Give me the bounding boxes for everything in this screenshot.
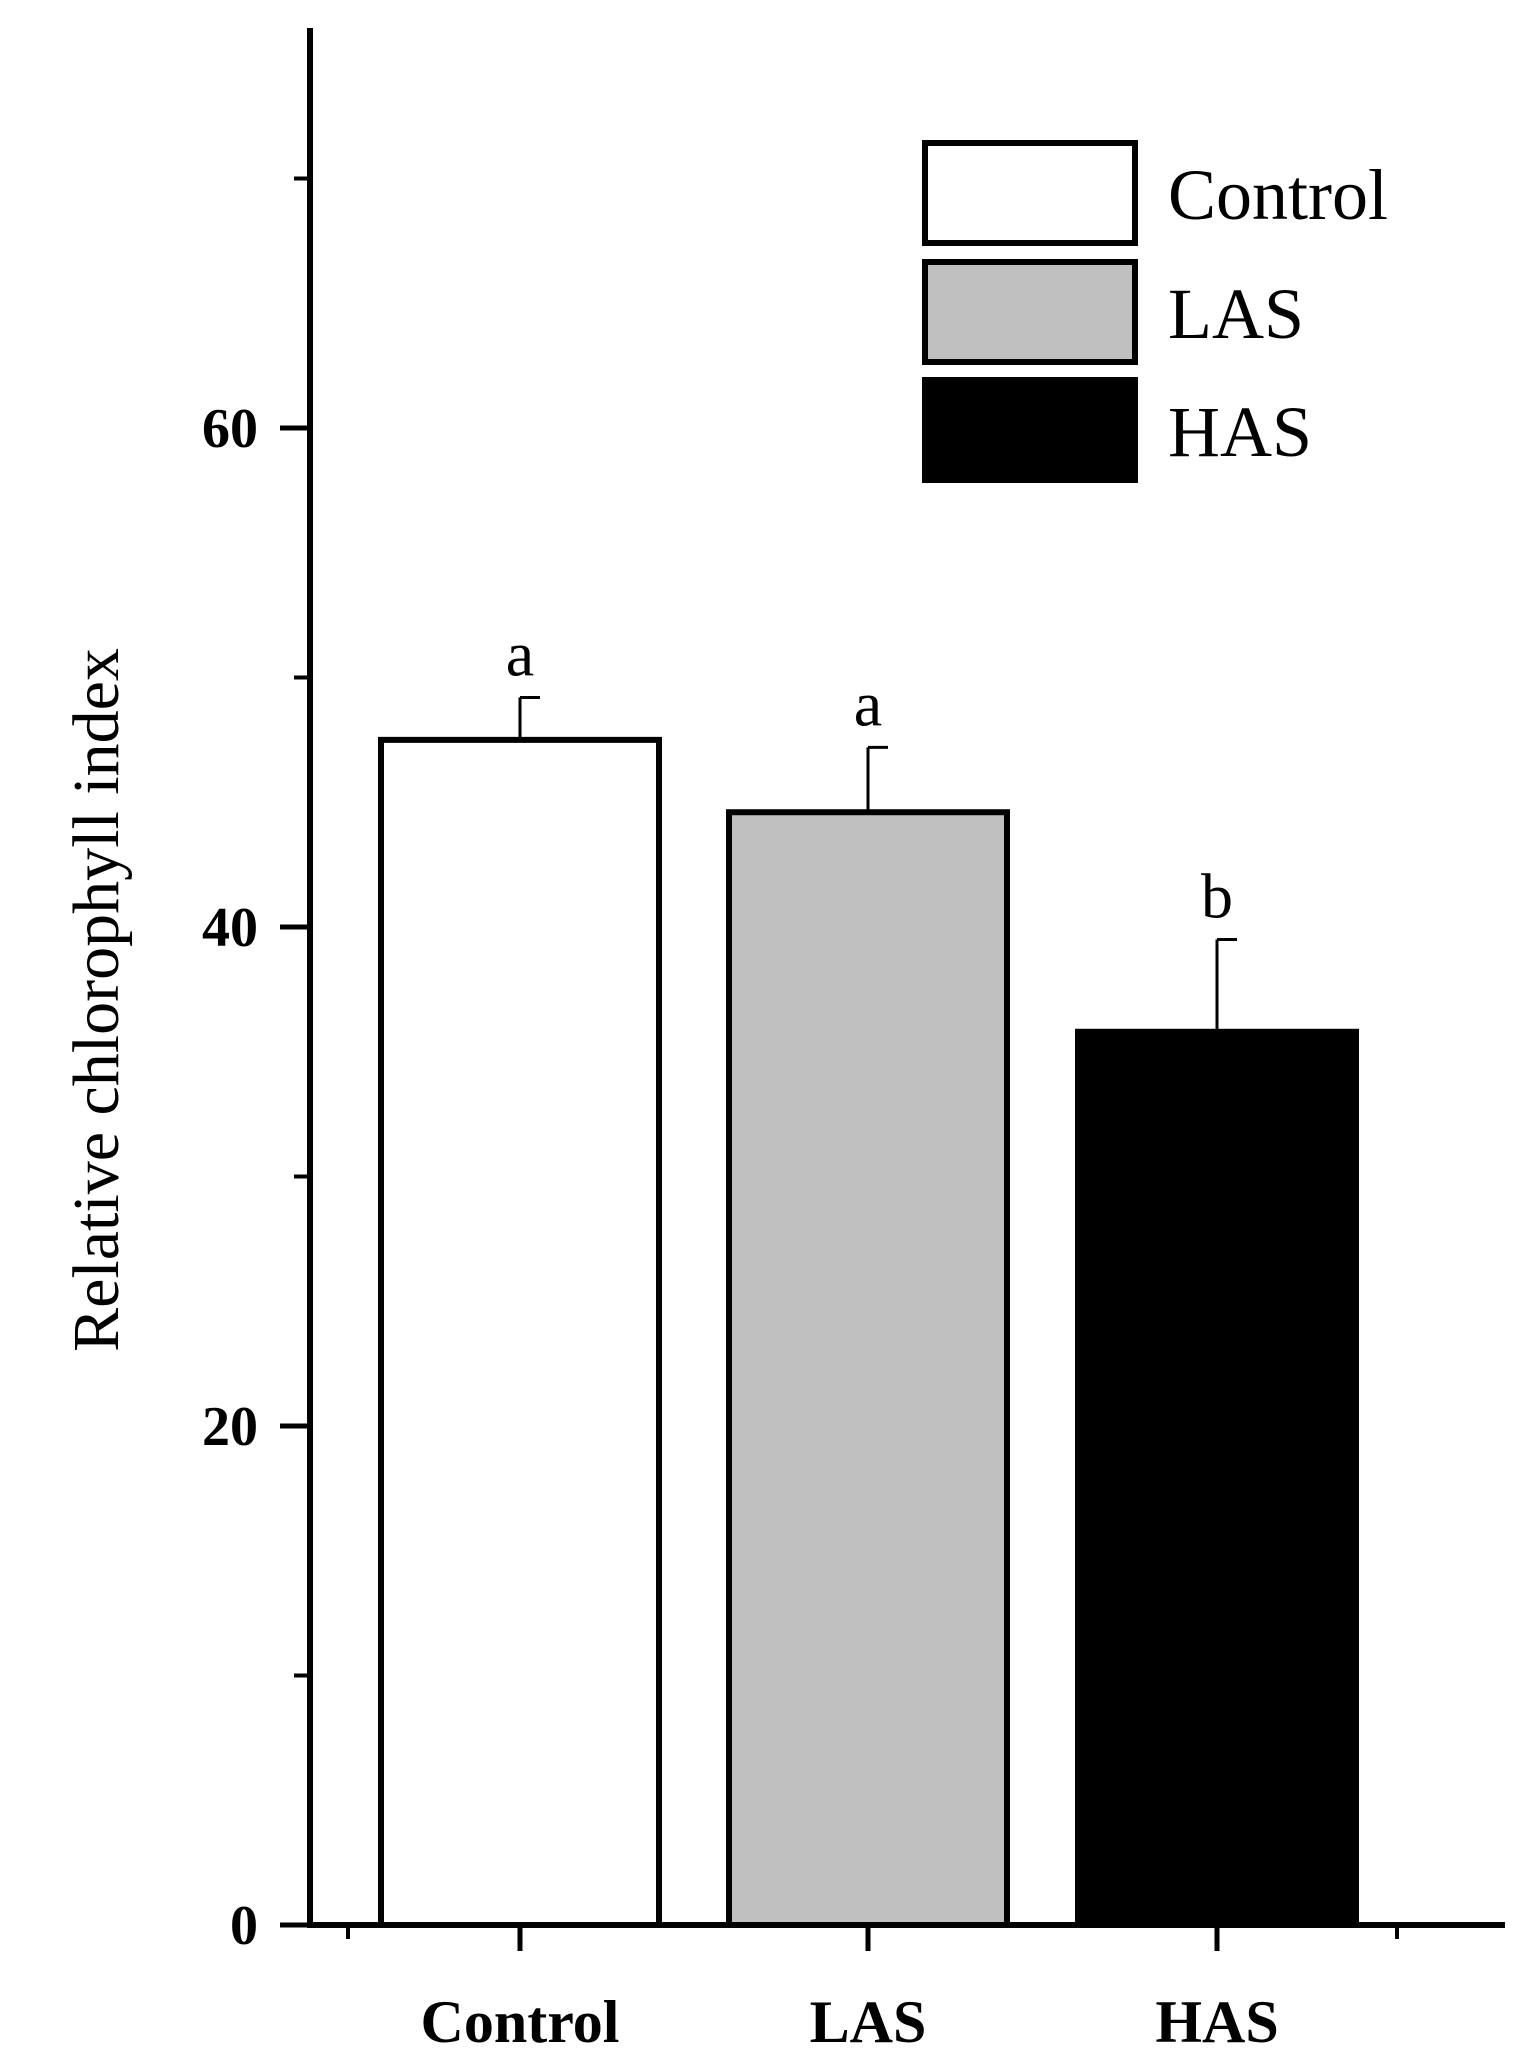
plot-area: a Control a LAS b HAS 0 20 40 60 xyxy=(202,28,1505,2055)
x-tick-label: Control xyxy=(421,1989,620,2055)
legend-swatch-control xyxy=(922,140,1138,246)
y-tick-label: 0 xyxy=(230,1895,258,1957)
bar-control xyxy=(378,736,662,1928)
bar-has xyxy=(1075,1028,1359,1929)
legend: Control LAS HAS xyxy=(922,140,1388,483)
legend-label-control: Control xyxy=(1168,155,1388,235)
x-tick-label: LAS xyxy=(810,1989,927,2055)
significance-label-control: a xyxy=(506,618,534,689)
significance-label-has: b xyxy=(1201,860,1233,931)
y-tick-label: 20 xyxy=(202,1396,258,1458)
y-axis-title: Relative chlorophyll index xyxy=(60,648,133,1352)
legend-label-las: LAS xyxy=(1168,274,1304,354)
y-tick-label: 60 xyxy=(202,398,258,460)
y-tick-label: 40 xyxy=(202,897,258,959)
bar-las xyxy=(726,809,1010,1928)
legend-label-has: HAS xyxy=(1168,392,1312,472)
legend-swatch-las xyxy=(922,259,1138,365)
legend-swatch-has xyxy=(922,377,1138,483)
significance-label-las: a xyxy=(854,668,882,739)
x-tick-label: HAS xyxy=(1155,1989,1278,2055)
